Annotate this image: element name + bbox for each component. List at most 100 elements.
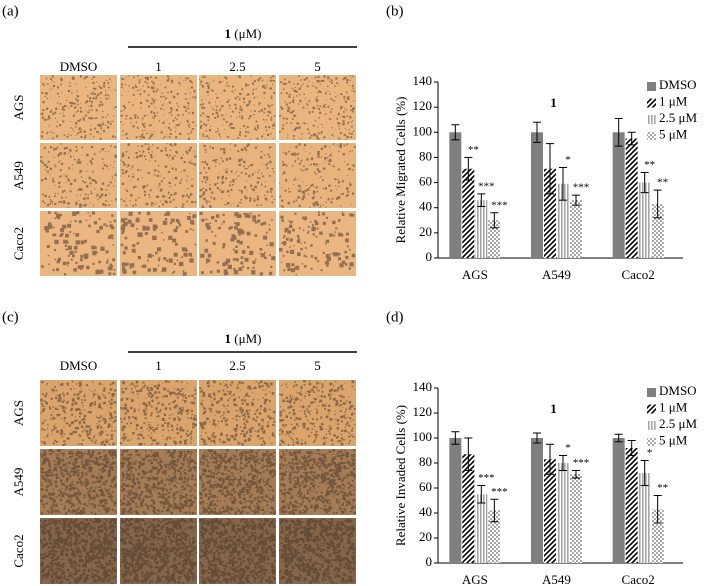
treatment-unit: (μM) <box>234 331 261 346</box>
treatment-header: 1 (μM) <box>225 331 262 346</box>
legend-swatch <box>647 82 656 91</box>
panel-label: (b) <box>386 3 404 19</box>
panel-label: (a) <box>2 3 19 19</box>
error-bar <box>640 172 649 194</box>
bar <box>488 220 501 258</box>
bar <box>475 494 488 563</box>
cell-speckles <box>279 449 356 515</box>
x-tick-label: A549 <box>542 572 571 586</box>
error-bar <box>614 433 623 443</box>
bar <box>488 510 501 563</box>
bar <box>612 438 625 563</box>
y-tick-label: 100 <box>413 123 433 138</box>
column-label: DMSO <box>60 358 98 373</box>
error-bar <box>451 431 460 445</box>
bar <box>557 463 569 563</box>
y-tick-label: 140 <box>413 379 433 394</box>
significance: *** <box>478 472 495 484</box>
error-bar <box>451 124 460 141</box>
treatment: 1 <box>225 331 232 346</box>
cell-speckles <box>199 449 276 515</box>
bar <box>638 182 651 258</box>
x-tick-label: A549 <box>542 267 571 282</box>
legend-swatch <box>647 421 656 430</box>
cell-speckles <box>120 449 197 515</box>
significance: ** <box>657 177 668 189</box>
micrograph <box>199 380 276 446</box>
bar <box>570 474 582 563</box>
bar <box>625 448 638 563</box>
bar <box>449 132 462 258</box>
error-bar <box>653 189 662 219</box>
bar <box>625 138 638 258</box>
error-bar <box>477 485 486 504</box>
row-label: AGS <box>11 94 26 120</box>
cell-speckles <box>40 449 117 515</box>
legend-swatch <box>647 115 656 124</box>
cell-speckles <box>279 211 356 276</box>
legend-label: 2.5 μM <box>659 110 697 125</box>
y-tick-label: 60 <box>419 174 432 189</box>
y-tick-label: 120 <box>413 98 433 113</box>
error-bar <box>559 166 567 201</box>
significance: *** <box>573 457 590 469</box>
significance: * <box>565 154 571 166</box>
cell-speckles <box>120 518 197 584</box>
legend-label: DMSO <box>659 383 697 398</box>
micrograph <box>40 75 117 140</box>
chart-title: 1 <box>550 401 557 416</box>
error-bar <box>572 194 580 206</box>
cell-speckles <box>120 380 197 446</box>
y-tick-label: 80 <box>419 148 432 163</box>
cell-speckles <box>120 75 197 140</box>
column-label: 2.5 <box>229 59 245 74</box>
error-bar <box>546 443 554 475</box>
significance: *** <box>478 180 495 192</box>
y-tick-label: 40 <box>419 199 432 214</box>
bar <box>544 459 556 563</box>
error-bar <box>490 212 499 229</box>
y-tick-label: 80 <box>419 454 432 469</box>
cell-speckles <box>40 518 117 584</box>
bar <box>449 438 462 563</box>
error-bar <box>477 193 486 207</box>
treatment-unit: (μM) <box>234 26 261 41</box>
bar <box>638 473 651 563</box>
error-bar <box>533 432 541 444</box>
error-bar <box>640 460 649 486</box>
micrograph <box>40 143 117 208</box>
y-tick-label: 100 <box>413 429 433 444</box>
cell-speckles <box>199 143 275 208</box>
treatment-header: 1 (μM) <box>225 26 262 41</box>
row-label: Caco2 <box>11 534 26 567</box>
bar <box>462 168 475 258</box>
y-tick-label: 120 <box>413 404 433 419</box>
y-axis-label: Relative Migrated Cells (%) <box>393 97 408 244</box>
legend-swatch <box>647 437 656 447</box>
significance: *** <box>491 199 508 211</box>
legend-label: 2.5 μM <box>659 416 697 431</box>
error-bar <box>559 455 567 471</box>
error-bar <box>614 117 623 147</box>
column-label: 1 <box>155 358 162 373</box>
cell-speckles <box>40 380 117 446</box>
error-bar <box>490 498 499 523</box>
cell-speckles <box>40 75 117 140</box>
y-tick-label: 20 <box>419 529 432 544</box>
bar <box>475 200 488 258</box>
bar <box>557 183 569 258</box>
row-label: AGS <box>11 400 26 426</box>
y-tick-label: 0 <box>426 249 433 264</box>
legend-label: 1 μM <box>659 93 688 108</box>
treatment: 1 <box>225 26 232 41</box>
x-tick-label: Caco2 <box>622 267 655 282</box>
error-bar <box>627 440 636 456</box>
cell-speckles <box>120 143 197 208</box>
significance: ** <box>644 159 655 171</box>
significance: ** <box>468 144 479 156</box>
bar <box>612 132 625 258</box>
y-axis-label: Relative Invaded Cells (%) <box>393 405 408 546</box>
legend-label: DMSO <box>659 77 697 92</box>
bar <box>570 200 582 258</box>
